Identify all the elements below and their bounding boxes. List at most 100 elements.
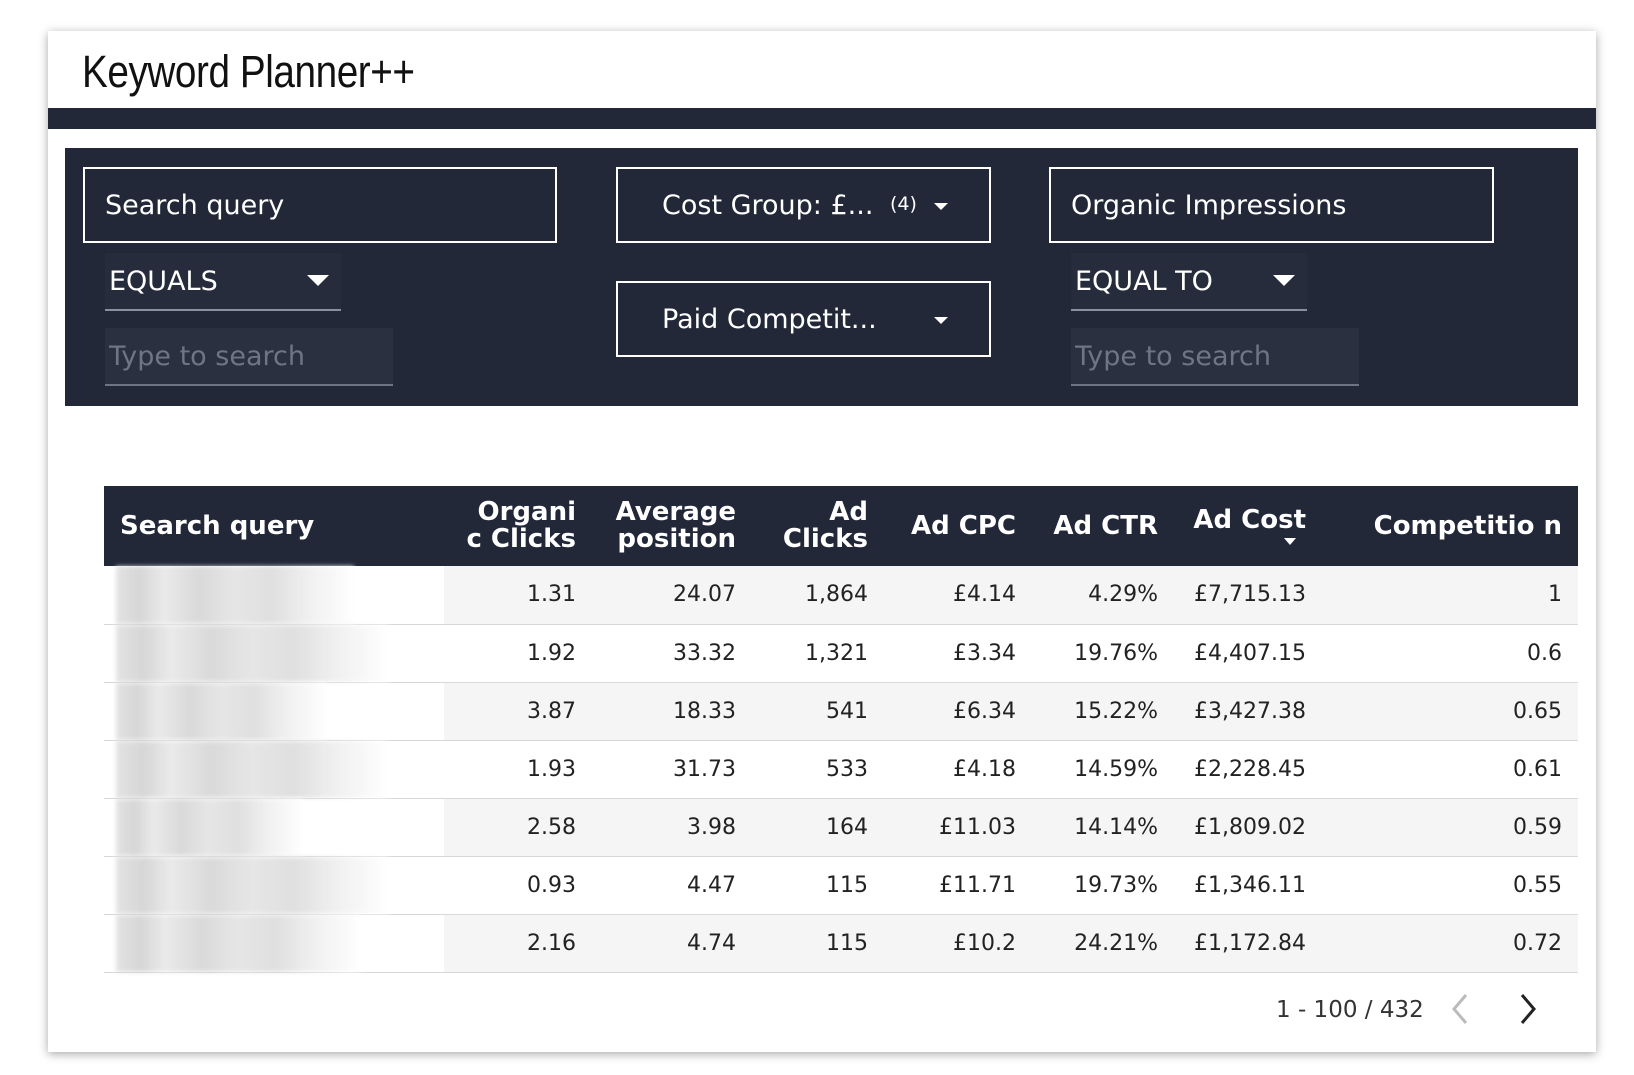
organic-impressions-input[interactable] (1071, 340, 1359, 372)
competition-cell: 0.59 (1322, 798, 1578, 857)
organic-clicks-cell: 1.93 (444, 740, 592, 799)
redacted-query-cell (104, 914, 444, 973)
organic-impressions-operator-value: EQUAL TO (1075, 265, 1213, 297)
competition-cell: 0.65 (1322, 682, 1578, 741)
ad-cpc-cell: £4.14 (884, 566, 1032, 625)
paid-competition-label: Paid Competit... (662, 303, 877, 335)
redacted-query-cell (104, 566, 444, 625)
ad-cpc-cell: £10.2 (884, 914, 1032, 973)
competition-cell: 0.61 (1322, 740, 1578, 799)
caret-down-icon (1273, 275, 1295, 286)
ad-ctr-cell: 19.73% (1032, 856, 1174, 915)
competition-cell: 0.55 (1322, 856, 1578, 915)
average-position-cell: 4.74 (592, 914, 752, 973)
next-page-button[interactable] (1512, 991, 1544, 1027)
pagination-range: 1 - 100 / 432 (1276, 997, 1424, 1023)
organic-clicks-cell: 1.31 (444, 566, 592, 625)
ad-cpc-cell: £4.18 (884, 740, 1032, 799)
organic-impressions-text-field[interactable] (1071, 328, 1359, 386)
redacted-query-cell (104, 624, 444, 683)
organic-impressions-operator-select[interactable]: EQUAL TO (1071, 253, 1307, 311)
organic-impressions-filter-label: Organic Impressions (1071, 189, 1347, 221)
competition-cell: 0.72 (1322, 914, 1578, 973)
organic-clicks-cell: 1.92 (444, 624, 592, 683)
search-query-filter-label: Search query (105, 189, 285, 221)
search-query-operator-select[interactable]: EQUALS (105, 253, 341, 311)
ad-clicks-cell: 533 (752, 740, 884, 799)
column-header-organic-clicks[interactable]: Organi c Clicks (444, 486, 592, 566)
sort-descending-icon (1284, 538, 1296, 545)
ad-ctr-cell: 19.76% (1032, 624, 1174, 683)
competition-cell: 1 (1322, 566, 1578, 625)
cost-group-dropdown[interactable]: Cost Group: £... (4) (616, 167, 991, 243)
table-row: 1.93 31.73 533 £4.18 14.59% £2,228.45 0.… (104, 740, 1578, 799)
ad-clicks-cell: 164 (752, 798, 884, 857)
report-card: Keyword Planner++ Search query EQUALS Co… (48, 31, 1596, 1052)
average-position-cell: 18.33 (592, 682, 752, 741)
column-header-ad-clicks[interactable]: Ad Clicks (752, 486, 884, 566)
competition-cell: 0.6 (1322, 624, 1578, 683)
ad-cpc-cell: £6.34 (884, 682, 1032, 741)
table-row: 0.93 4.47 115 £11.71 19.73% £1,346.11 0.… (104, 856, 1578, 915)
table-row: 2.16 4.74 115 £10.2 24.21% £1,172.84 0.7… (104, 914, 1578, 973)
ad-cost-cell: £1,172.84 (1174, 914, 1322, 973)
ad-cost-cell: £1,346.11 (1174, 856, 1322, 915)
table-row: 1.31 24.07 1,864 £4.14 4.29% £7,715.13 1 (104, 566, 1578, 625)
average-position-cell: 3.98 (592, 798, 752, 857)
organic-impressions-filter[interactable]: Organic Impressions (1049, 167, 1494, 243)
ad-ctr-cell: 14.59% (1032, 740, 1174, 799)
column-header-competition[interactable]: Competitio n (1322, 486, 1578, 566)
column-header-ad-cost[interactable]: Ad Cost (1174, 486, 1322, 566)
ad-clicks-cell: 1,864 (752, 566, 884, 625)
redacted-query-cell (104, 740, 444, 799)
ad-clicks-cell: 1,321 (752, 624, 884, 683)
ad-cpc-cell: £11.03 (884, 798, 1032, 857)
table-row: 3.87 18.33 541 £6.34 15.22% £3,427.38 0.… (104, 682, 1578, 741)
table-row: 2.58 3.98 164 £11.03 14.14% £1,809.02 0.… (104, 798, 1578, 857)
organic-clicks-cell: 2.16 (444, 914, 592, 973)
caret-down-icon (934, 203, 948, 210)
ad-ctr-cell: 4.29% (1032, 566, 1174, 625)
ad-ctr-cell: 14.14% (1032, 798, 1174, 857)
average-position-cell: 24.07 (592, 566, 752, 625)
ad-cost-cell: £2,228.45 (1174, 740, 1322, 799)
page-title: Keyword Planner++ (82, 46, 415, 97)
column-header-average-position[interactable]: Average position (592, 486, 752, 566)
chevron-right-icon (1520, 994, 1536, 1024)
ad-clicks-cell: 541 (752, 682, 884, 741)
ad-ctr-cell: 24.21% (1032, 914, 1174, 973)
redacted-query-cell (104, 856, 444, 915)
table-header-row: Search query Organi c Clicks Average pos… (104, 486, 1578, 566)
table-row: 1.92 33.32 1,321 £3.34 19.76% £4,407.15 … (104, 624, 1578, 683)
search-query-operator-value: EQUALS (109, 265, 218, 297)
average-position-cell: 33.32 (592, 624, 752, 683)
redacted-query-cell (104, 798, 444, 857)
column-header-search-query[interactable]: Search query (104, 486, 444, 566)
previous-page-button[interactable] (1444, 991, 1476, 1027)
column-header-ad-ctr[interactable]: Ad CTR (1032, 486, 1174, 566)
cost-group-label: Cost Group: £... (662, 189, 874, 221)
title-divider-bar (48, 108, 1596, 129)
paid-competition-dropdown[interactable]: Paid Competit... (616, 281, 991, 357)
column-header-ad-cpc[interactable]: Ad CPC (884, 486, 1032, 566)
redacted-query-cell (104, 682, 444, 741)
ad-cost-cell: £4,407.15 (1174, 624, 1322, 683)
average-position-cell: 31.73 (592, 740, 752, 799)
search-query-filter[interactable]: Search query (83, 167, 557, 243)
ad-cost-cell: £3,427.38 (1174, 682, 1322, 741)
search-query-input[interactable] (105, 340, 393, 372)
organic-clicks-cell: 0.93 (444, 856, 592, 915)
ad-cpc-cell: £11.71 (884, 856, 1032, 915)
organic-clicks-cell: 2.58 (444, 798, 592, 857)
average-position-cell: 4.47 (592, 856, 752, 915)
ad-cost-cell: £1,809.02 (1174, 798, 1322, 857)
ad-ctr-cell: 15.22% (1032, 682, 1174, 741)
ad-clicks-cell: 115 (752, 914, 884, 973)
caret-down-icon (934, 317, 948, 324)
cost-group-count: (4) (890, 193, 917, 215)
filter-panel: Search query EQUALS Cost Group: £... (4)… (65, 148, 1578, 406)
search-query-text-field[interactable] (105, 328, 393, 386)
ad-cost-cell: £7,715.13 (1174, 566, 1322, 625)
ad-cpc-cell: £3.34 (884, 624, 1032, 683)
caret-down-icon (307, 275, 329, 286)
